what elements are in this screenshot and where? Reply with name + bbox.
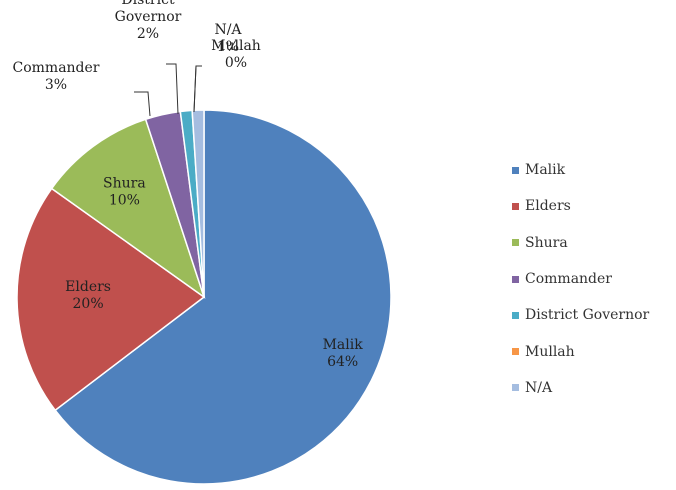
legend-swatch-mullah bbox=[512, 348, 519, 356]
legend: Malik Elders Shura Commander District Govern… bbox=[512, 152, 676, 406]
legend-swatch-n-a bbox=[512, 384, 519, 392]
slice-label-shura: Shura bbox=[103, 176, 146, 192]
legend-label-commander: Commander bbox=[525, 271, 612, 288]
legend-item-district-governor: District Governor bbox=[512, 297, 676, 333]
slice-percent-district-governor: 2% bbox=[137, 26, 159, 42]
slice-percent-commander: 3% bbox=[45, 77, 67, 93]
slice-label-commander: Commander bbox=[13, 60, 100, 76]
pie-slice-shura bbox=[50, 118, 206, 299]
leader-line-district-governor bbox=[166, 63, 179, 115]
legend-item-malik: Malik bbox=[512, 152, 676, 188]
legend-item-shura: Shura bbox=[512, 225, 676, 261]
legend-label-mullah: Mullah bbox=[525, 343, 575, 360]
slice-label-elders: Elders bbox=[65, 279, 111, 295]
slice-percent-elders: 20% bbox=[73, 296, 104, 312]
legend-item-elders: Elders bbox=[512, 188, 676, 224]
legend-label-malik: Malik bbox=[525, 162, 566, 179]
legend-label-shura: Shura bbox=[525, 234, 568, 251]
legend-swatch-malik bbox=[512, 166, 519, 174]
legend-swatch-commander bbox=[512, 275, 519, 283]
pie-slice-n-a bbox=[191, 109, 205, 298]
leader-line-n-a bbox=[193, 65, 202, 113]
legend-item-mullah: Mullah bbox=[512, 333, 676, 369]
legend-item-n-a: N/A bbox=[512, 370, 676, 406]
slice-percent-mullah: 0% bbox=[225, 55, 247, 71]
leader-line-commander bbox=[134, 91, 151, 117]
slice-percent-shura: 10% bbox=[109, 193, 140, 209]
pie-slice-elders bbox=[16, 187, 206, 412]
legend-label-elders: Elders bbox=[525, 198, 571, 215]
legend-swatch-elders bbox=[512, 202, 519, 210]
legend-swatch-shura bbox=[512, 239, 519, 247]
slice-label-mullah: Mullah bbox=[211, 38, 261, 54]
pie-slices bbox=[16, 109, 392, 485]
pie-slice-malik bbox=[54, 109, 392, 485]
legend-item-commander: Commander bbox=[512, 261, 676, 297]
legend-swatch-district-governor bbox=[512, 311, 519, 319]
leader-lines bbox=[134, 63, 202, 117]
slice-percent-n-a: 1% bbox=[217, 39, 239, 55]
legend-label-district-governor: District Governor bbox=[525, 307, 650, 324]
slice-label-malik: Malik bbox=[323, 337, 364, 353]
slice-label-n-a: N/A bbox=[214, 22, 242, 38]
legend-label-n-a: N/A bbox=[525, 379, 553, 396]
slice-label-district-governor: District Governor bbox=[115, 0, 182, 25]
slice-percent-malik: 64% bbox=[327, 354, 358, 370]
